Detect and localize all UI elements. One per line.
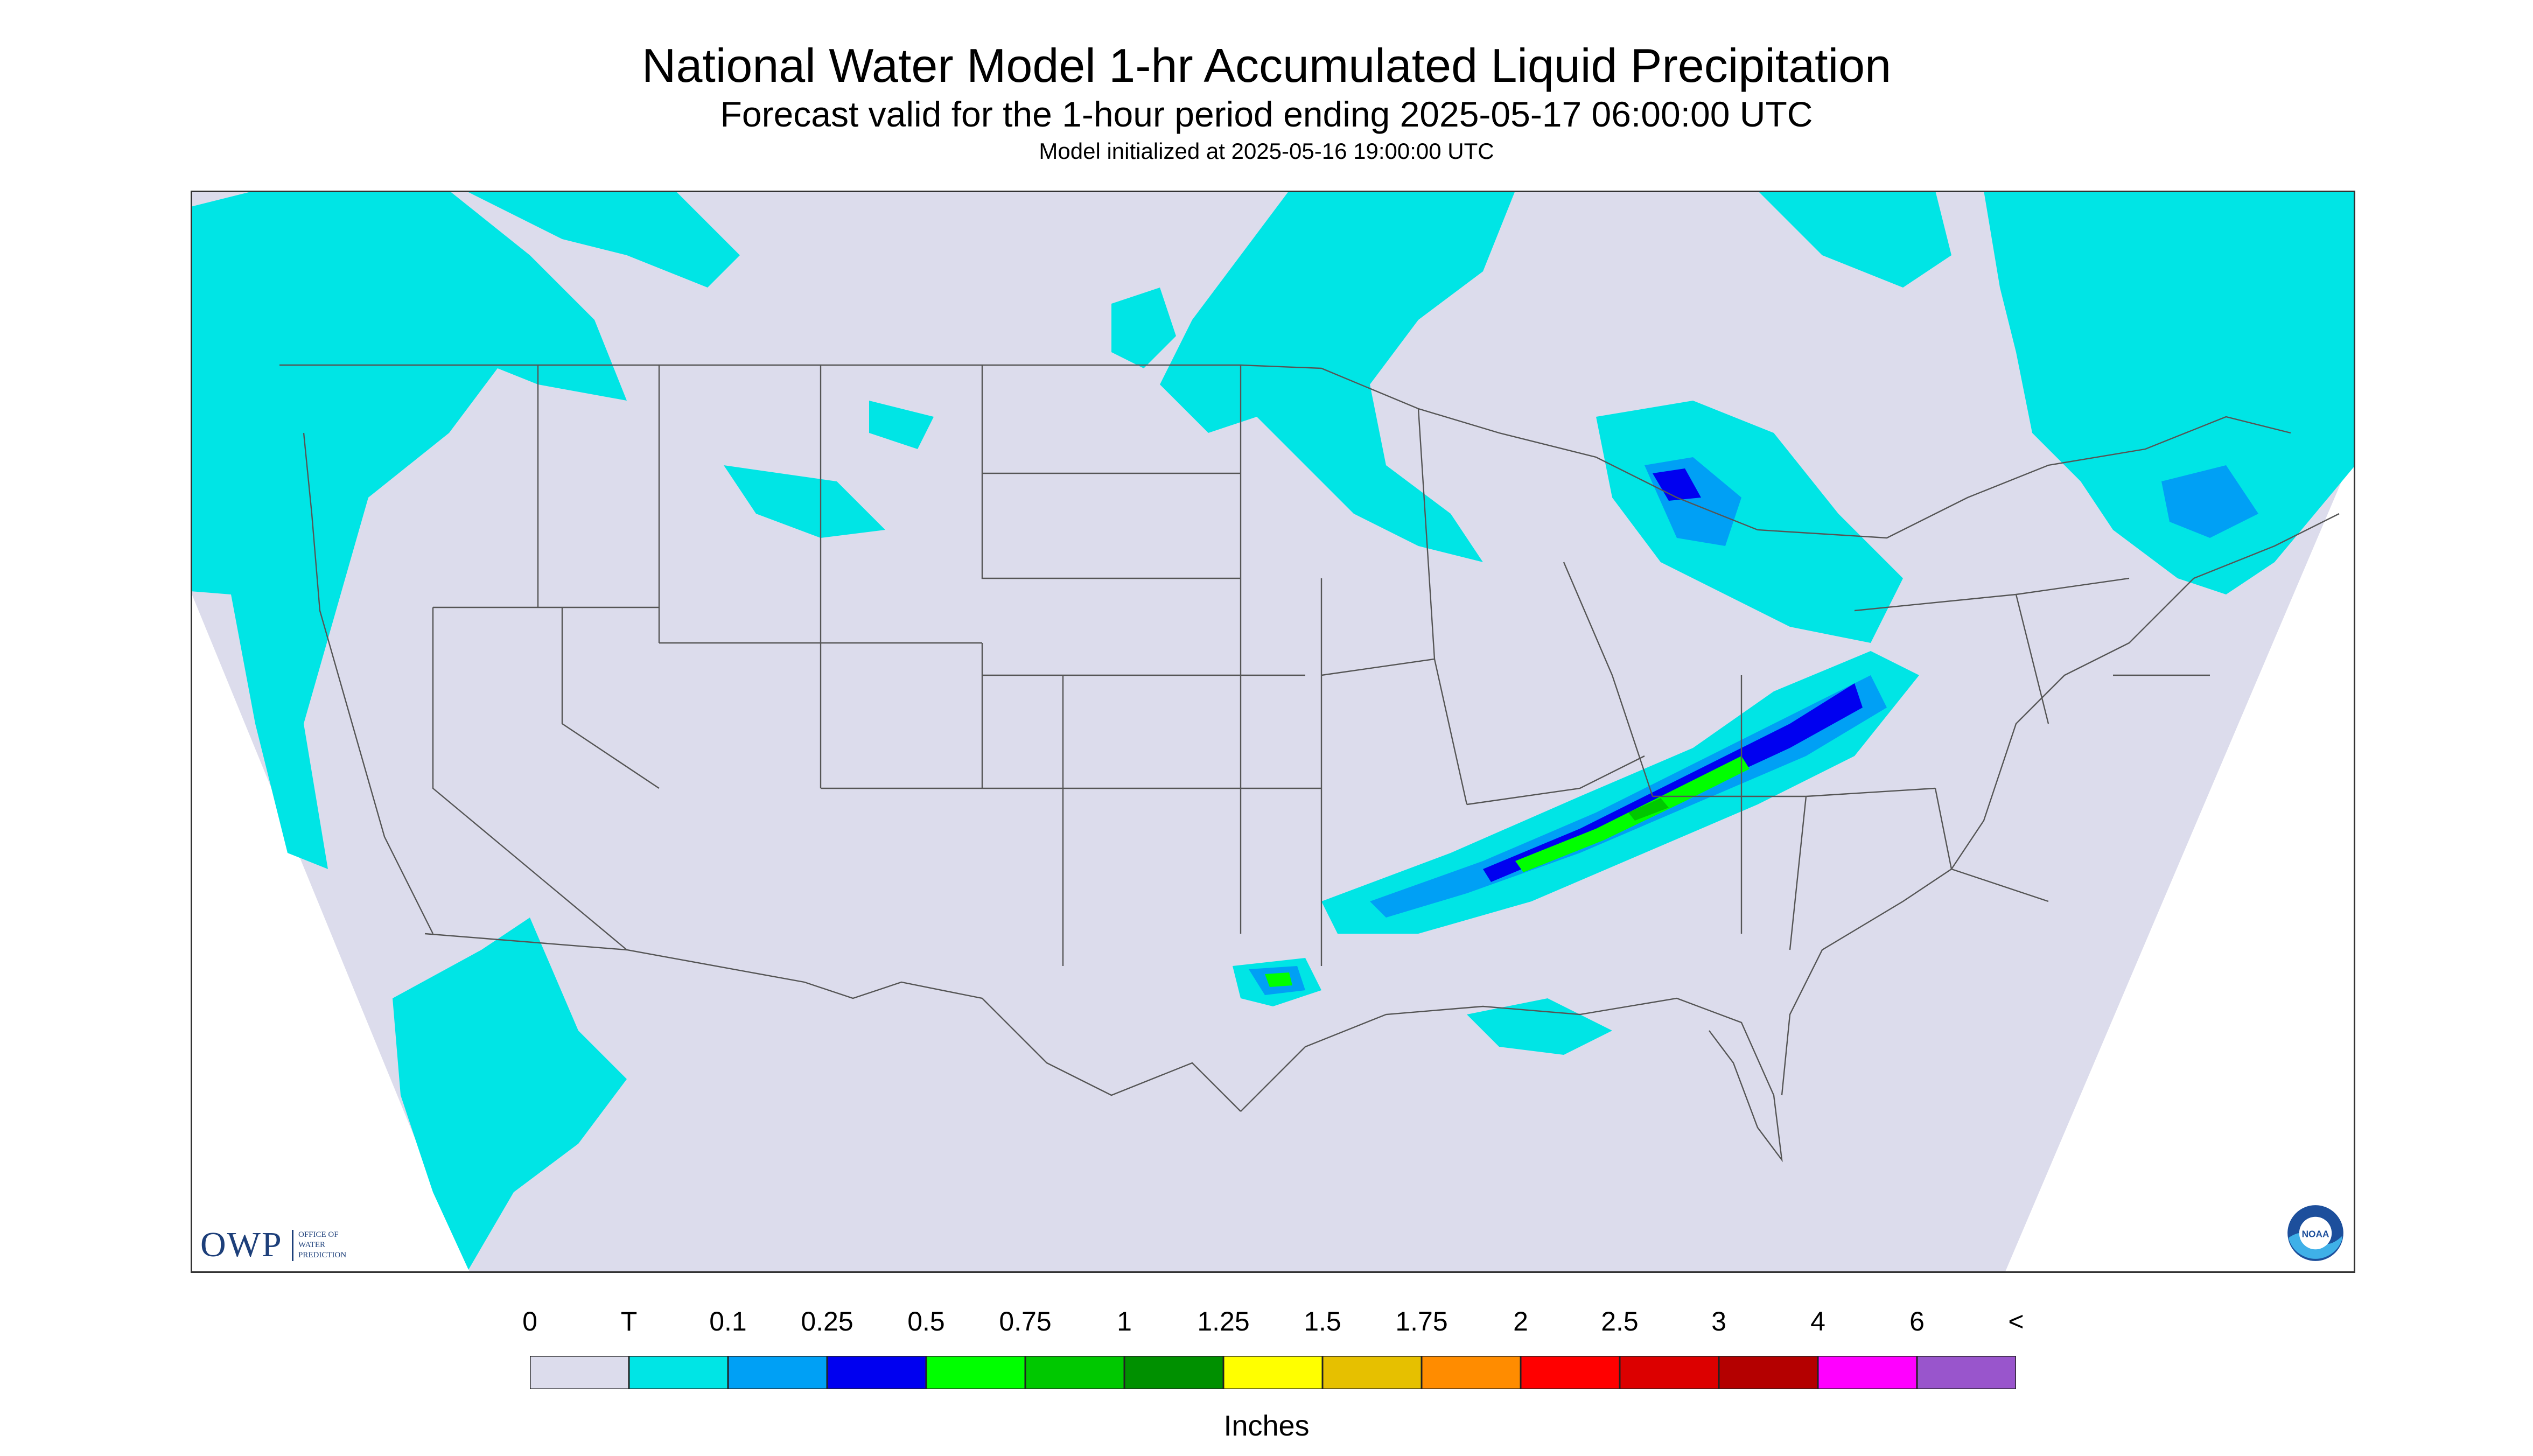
map-subtitle: Forecast valid for the 1-hour period end… — [720, 94, 1813, 134]
legend-tick-label: 0 — [522, 1306, 537, 1336]
legend-tick-label: 1 — [1117, 1306, 1132, 1336]
mexico-border — [424, 933, 1241, 1112]
precip-ohio-valley-band — [1321, 651, 1919, 934]
map-title: National Water Model 1-hr Accumulated Li… — [641, 39, 1892, 92]
legend-swatch — [628, 1356, 729, 1389]
legend-tick-label: 0.5 — [907, 1306, 945, 1336]
legend-swatch — [1817, 1356, 1918, 1389]
precip-upper-midwest — [1160, 191, 1515, 562]
noaa-logo: NOAA — [2287, 1205, 2343, 1261]
legend-tick-label: 1.5 — [1304, 1306, 1341, 1336]
outside-domain-right — [2005, 449, 2355, 1273]
legend-tick-label: 0.25 — [801, 1306, 853, 1336]
owp-logo-divider — [292, 1230, 293, 1261]
precip-tx-green — [1265, 972, 1292, 987]
precip-bc-canada — [465, 191, 740, 288]
noaa-logo-inner — [2299, 1216, 2332, 1250]
legend-swatch — [1024, 1356, 1125, 1389]
legend-tick-label: T — [620, 1306, 638, 1336]
owp-logo-text: OWP — [200, 1225, 283, 1264]
precip-southern-california — [393, 918, 627, 1270]
legend-tick-label: 0.75 — [999, 1306, 1052, 1336]
precip-ne-light-blue — [2161, 465, 2258, 538]
precip-gulf-coast — [1467, 998, 1612, 1055]
legend-tick-label: < — [2008, 1306, 2024, 1336]
legend-tick-label: 2 — [1513, 1306, 1528, 1336]
legend-swatch — [530, 1356, 630, 1389]
legend-units-label: Inches — [1223, 1410, 1310, 1442]
canada-border — [279, 364, 2291, 539]
precip-band-darkgreen — [1628, 798, 1669, 821]
owp-logo: OWP OFFICE OF WATER PREDICTION — [199, 1223, 366, 1266]
legend-tick-label: 0.1 — [709, 1306, 747, 1336]
precip-pacific-nw — [191, 191, 627, 869]
noaa-logo-text: NOAA — [2302, 1229, 2329, 1240]
legend-swatch — [1421, 1356, 1522, 1389]
state-lines-west — [432, 365, 1064, 966]
legend-swatch — [1321, 1356, 1423, 1389]
legend-swatch — [727, 1356, 828, 1389]
legend-swatch — [925, 1356, 1026, 1389]
legend-swatch — [1123, 1356, 1224, 1389]
legend-tick-label: 1.25 — [1197, 1306, 1250, 1336]
outside-domain-left — [191, 591, 470, 1273]
precip-northern-plains-streaks — [724, 288, 1176, 538]
precip-0.75-layer — [1628, 798, 1669, 821]
precip-band-light-blue — [1370, 675, 1887, 918]
owp-logo-subtext: OFFICE OF WATER PREDICTION — [298, 1230, 347, 1259]
map-frame-border — [191, 191, 2355, 1273]
precipitation-map — [191, 191, 2355, 1273]
state-lines-central — [981, 365, 1645, 966]
legend-colorbar — [530, 1356, 2016, 1389]
legend-tick-label: 1.75 — [1395, 1306, 1448, 1336]
legend-swatch — [1916, 1356, 2016, 1389]
legend-swatch — [1718, 1356, 1819, 1389]
legend-swatch — [1222, 1356, 1324, 1389]
legend-swatch — [1520, 1356, 1621, 1389]
precip-northeast — [1984, 191, 2355, 594]
legend-tick-label: 6 — [1909, 1306, 1925, 1336]
model-init-text: Model initialized at 2025-05-16 19:00:00… — [1039, 138, 1494, 164]
precip-mi-blue — [1653, 468, 1701, 501]
boundary-lines — [279, 364, 2340, 1163]
legend-tick-label: 2.5 — [1601, 1306, 1639, 1336]
legend-tick-label: 4 — [1810, 1306, 1825, 1336]
legend-tick-label: 3 — [1711, 1306, 1726, 1336]
coastline-gulf — [1240, 997, 1783, 1163]
coastline-atlantic — [1781, 513, 2340, 1096]
legend-swatch — [826, 1356, 927, 1389]
coastline-pacific — [303, 432, 434, 934]
precip-quebec — [1758, 191, 1951, 288]
precip-0.25-layer — [1483, 468, 1863, 882]
precip-band-blue — [1483, 683, 1863, 882]
legend-swatch — [1619, 1356, 1720, 1389]
